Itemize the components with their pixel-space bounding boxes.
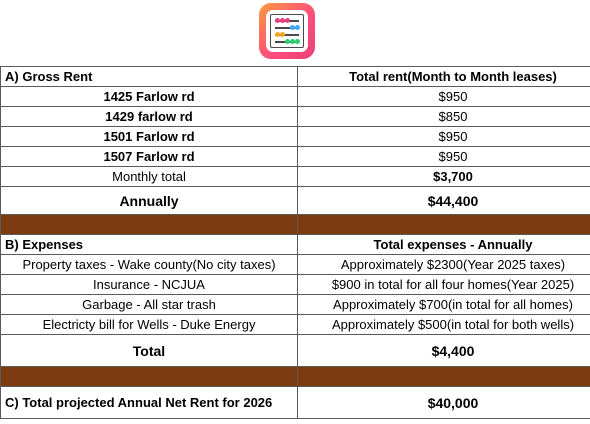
expense-name: Garbage - All star trash [0,294,298,315]
rent-summary-table: A) Gross Rent Total rent(Month to Month … [0,66,590,419]
table-row: 1425 Farlow rd $950 [0,86,590,107]
section-divider [0,366,590,387]
monthly-total-value: $3,700 [297,166,590,187]
annual-total-label: Annually [0,186,298,215]
expense-amount: Approximately $500(in total for both wel… [297,314,590,335]
gross-rent-column-header: Total rent(Month to Month leases) [297,66,590,87]
property-rent: $950 [297,86,590,107]
expenses-header-row: B) Expenses Total expenses - Annually [0,234,590,255]
table-row: 1501 Farlow rd $950 [0,126,590,147]
expenses-column-header: Total expenses - Annually [297,234,590,255]
table-row: Property taxes - Wake county(No city tax… [0,254,590,275]
monthly-total-row: Monthly total $3,700 [0,166,590,187]
property-rent: $950 [297,146,590,167]
monthly-total-label: Monthly total [0,166,298,187]
gross-rent-header: A) Gross Rent [0,66,298,87]
table-row: Insurance - NCJUA $900 in total for all … [0,274,590,295]
expenses-total-value: $4,400 [297,334,590,367]
table-row: 1429 farlow rd $850 [0,106,590,127]
expenses-total-row: Total $4,400 [0,334,590,367]
table-row: 1507 Farlow rd $950 [0,146,590,167]
expenses-header: B) Expenses [0,234,298,255]
annual-total-row: Annually $44,400 [0,186,590,215]
annual-total-value: $44,400 [297,186,590,215]
property-rent: $950 [297,126,590,147]
section-divider [0,214,590,235]
property-address: 1507 Farlow rd [0,146,298,167]
property-rent: $850 [297,106,590,127]
property-address: 1501 Farlow rd [0,126,298,147]
expense-amount: Approximately $700(in total for all home… [297,294,590,315]
gross-rent-header-row: A) Gross Rent Total rent(Month to Month … [0,66,590,87]
net-rent-value: $40,000 [297,386,590,419]
property-address: 1429 farlow rd [0,106,298,127]
expense-amount: $900 in total for all four homes(Year 20… [297,274,590,295]
net-rent-row: C) Total projected Annual Net Rent for 2… [0,386,590,419]
net-rent-label: C) Total projected Annual Net Rent for 2… [0,386,298,419]
expense-name: Property taxes - Wake county(No city tax… [0,254,298,275]
expense-name: Insurance - NCJUA [0,274,298,295]
table-row: Electricty bill for Wells - Duke Energy … [0,314,590,335]
expenses-total-label: Total [0,334,298,367]
expense-amount: Approximately $2300(Year 2025 taxes) [297,254,590,275]
expense-name: Electricty bill for Wells - Duke Energy [0,314,298,335]
property-address: 1425 Farlow rd [0,86,298,107]
table-row: Garbage - All star trash Approximately $… [0,294,590,315]
abacus-icon [259,3,315,59]
